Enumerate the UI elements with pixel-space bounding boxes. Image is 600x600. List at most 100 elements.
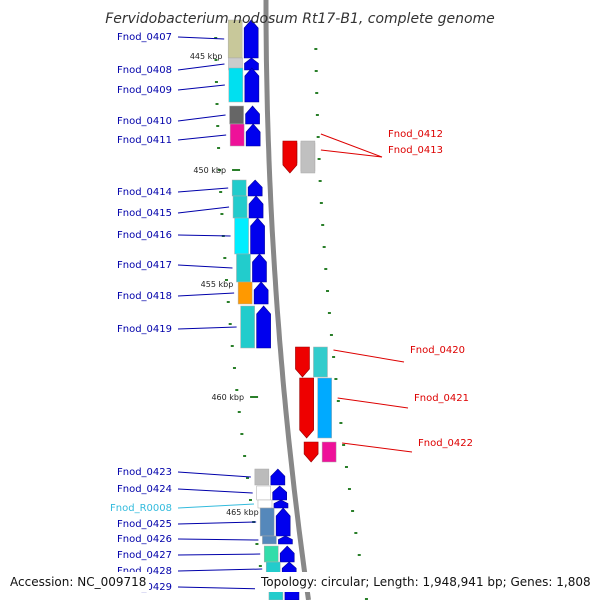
gene-fnod-0423: Fnod_0423 (117, 467, 286, 486)
gene-label: Fnod_0415 (117, 208, 172, 219)
gene-label-leader (320, 149, 383, 158)
reverse-gene-arrow (252, 253, 267, 283)
gene-label-leader (337, 397, 409, 409)
cog-color-bar (313, 346, 328, 378)
gene-label: Fnod_0421 (414, 393, 469, 404)
gene-label: Fnod_0412 (388, 129, 443, 140)
reverse-gene-arrow (278, 535, 293, 545)
gene-fnod-0409: Fnod_0409 (117, 67, 260, 103)
gene-fnod-0415: Fnod_0415 (117, 195, 264, 219)
cog-color-bar (262, 535, 277, 545)
gene-label: Fnod_0413 (388, 145, 443, 156)
reverse-gene-arrow (256, 305, 271, 349)
position-tick-label: 445 kbp (190, 52, 223, 61)
gene-label-leader (177, 187, 229, 193)
gene-label-leader (177, 114, 226, 122)
map-content: 445 kbp 450 kbp 455 kbp 460 kbp 465 kbp Fnod_… (110, 0, 473, 600)
position-tick-label: 450 kbp (193, 166, 226, 175)
cog-color-bar (240, 305, 255, 349)
gene-label: Fnod_0424 (117, 484, 172, 495)
cog-color-bar (321, 441, 337, 463)
gene-fnod-0425: Fnod_0425 (117, 507, 291, 537)
position-tick-label: 465 kbp (226, 508, 259, 517)
reverse-gene-arrow (244, 57, 259, 71)
gene-label-leader (177, 84, 225, 91)
gene-label: Fnod_0423 (117, 467, 172, 478)
forward-gene-arrow (299, 377, 314, 439)
gene-fnod-0413: Fnod_0413 (282, 140, 443, 174)
reverse-gene-arrow (248, 195, 264, 219)
gene-fnod-0420: Fnod_0420 (295, 345, 465, 378)
gene-label: Fnod_R0008 (110, 503, 172, 514)
gene-fnod-0427: Fnod_0427 (117, 545, 295, 563)
cog-color-bar (229, 105, 244, 125)
gene-label-leader (177, 264, 233, 269)
gene-fnod-0419: Fnod_0419 (117, 305, 271, 349)
reverse-gene-arrow (245, 105, 260, 125)
gene-label: Fnod_0420 (410, 345, 465, 356)
gene-label-leader (177, 206, 230, 214)
reverse-gene-arrow (275, 507, 291, 537)
cog-color-bar (254, 468, 270, 486)
gene-label-leader (177, 292, 235, 297)
forward-gene-arrow (282, 140, 298, 174)
forward-gene-arrow (303, 441, 319, 463)
forward-gene-arrow (295, 346, 310, 378)
gene-fnod-r0008: Fnod_R0008 (110, 499, 289, 514)
gene-label-leader (177, 488, 253, 494)
cog-color-bar (256, 485, 271, 501)
gene-label: Fnod_0414 (117, 187, 172, 198)
gene-label: Fnod_0419 (117, 324, 172, 335)
cog-color-bar (259, 507, 275, 537)
gene-label: Fnod_0408 (117, 65, 172, 76)
gene-label-leader (177, 234, 231, 237)
cog-color-bar (263, 545, 279, 563)
reverse-gene-arrow (273, 499, 289, 509)
cog-color-bar (300, 140, 316, 174)
gene-label: Fnod_0409 (117, 85, 172, 96)
gene-label-leader (177, 503, 255, 509)
gene-label-leader (177, 134, 227, 141)
reverse-gene-arrow (279, 545, 295, 563)
gene-fnod-0422: Fnod_0422 (303, 438, 473, 463)
reverse-gene-arrow (244, 67, 260, 103)
reverse-gene-arrow (253, 281, 269, 305)
topology-backdrop (255, 572, 595, 592)
accession-text: Accession: NC_009718 (10, 575, 146, 589)
cog-color-bar (229, 123, 245, 147)
gene-fnod-0424: Fnod_0424 (117, 484, 287, 501)
gene-fnod-0416: Fnod_0416 (117, 217, 265, 255)
gene-label: Fnod_0422 (418, 438, 473, 449)
position-tick-label: 460 kbp (211, 393, 244, 402)
genome-title: Fervidobacterium nodosum Rt17-B1, comple… (105, 11, 495, 27)
cog-color-bar (234, 217, 249, 255)
gene-label: Fnod_0425 (117, 519, 172, 530)
topology-text: Topology: circular; Length: 1,948,941 bp… (260, 575, 591, 589)
gene-label: Fnod_0411 (117, 135, 172, 146)
gene-fnod-0408: Fnod_0408 (117, 57, 259, 76)
gene-label-leader (342, 442, 413, 453)
reverse-gene-arrow (243, 19, 259, 59)
gene-fnod-0410: Fnod_0410 (117, 105, 260, 127)
gene-label-leader (177, 521, 257, 525)
gene-label: Fnod_0416 (117, 230, 172, 241)
gene-fnod-0418: Fnod_0418 (117, 281, 269, 305)
gene-label-leader (177, 538, 259, 541)
reverse-gene-arrow (245, 123, 261, 147)
gene-label-leader (320, 133, 383, 158)
footer: Accession: NC_009718 Topology: circular;… (4, 572, 595, 592)
genome-backbone (263, 0, 311, 600)
gene-fnod-0414: Fnod_0414 (117, 179, 263, 198)
gene-label: Fnod_0418 (117, 291, 172, 302)
gene-label: Fnod_0428 (117, 566, 172, 577)
cog-color-bar (257, 499, 273, 509)
reverse-gene-arrow (247, 179, 263, 197)
gene-fnod-0407: Fnod_0407 (117, 19, 259, 59)
gene-label: Fnod_0407 (117, 32, 172, 43)
gene-label-leader (333, 349, 405, 363)
gene-label-leader (177, 326, 237, 330)
cog-color-bar (237, 281, 253, 305)
gene-label-leader (177, 586, 265, 590)
